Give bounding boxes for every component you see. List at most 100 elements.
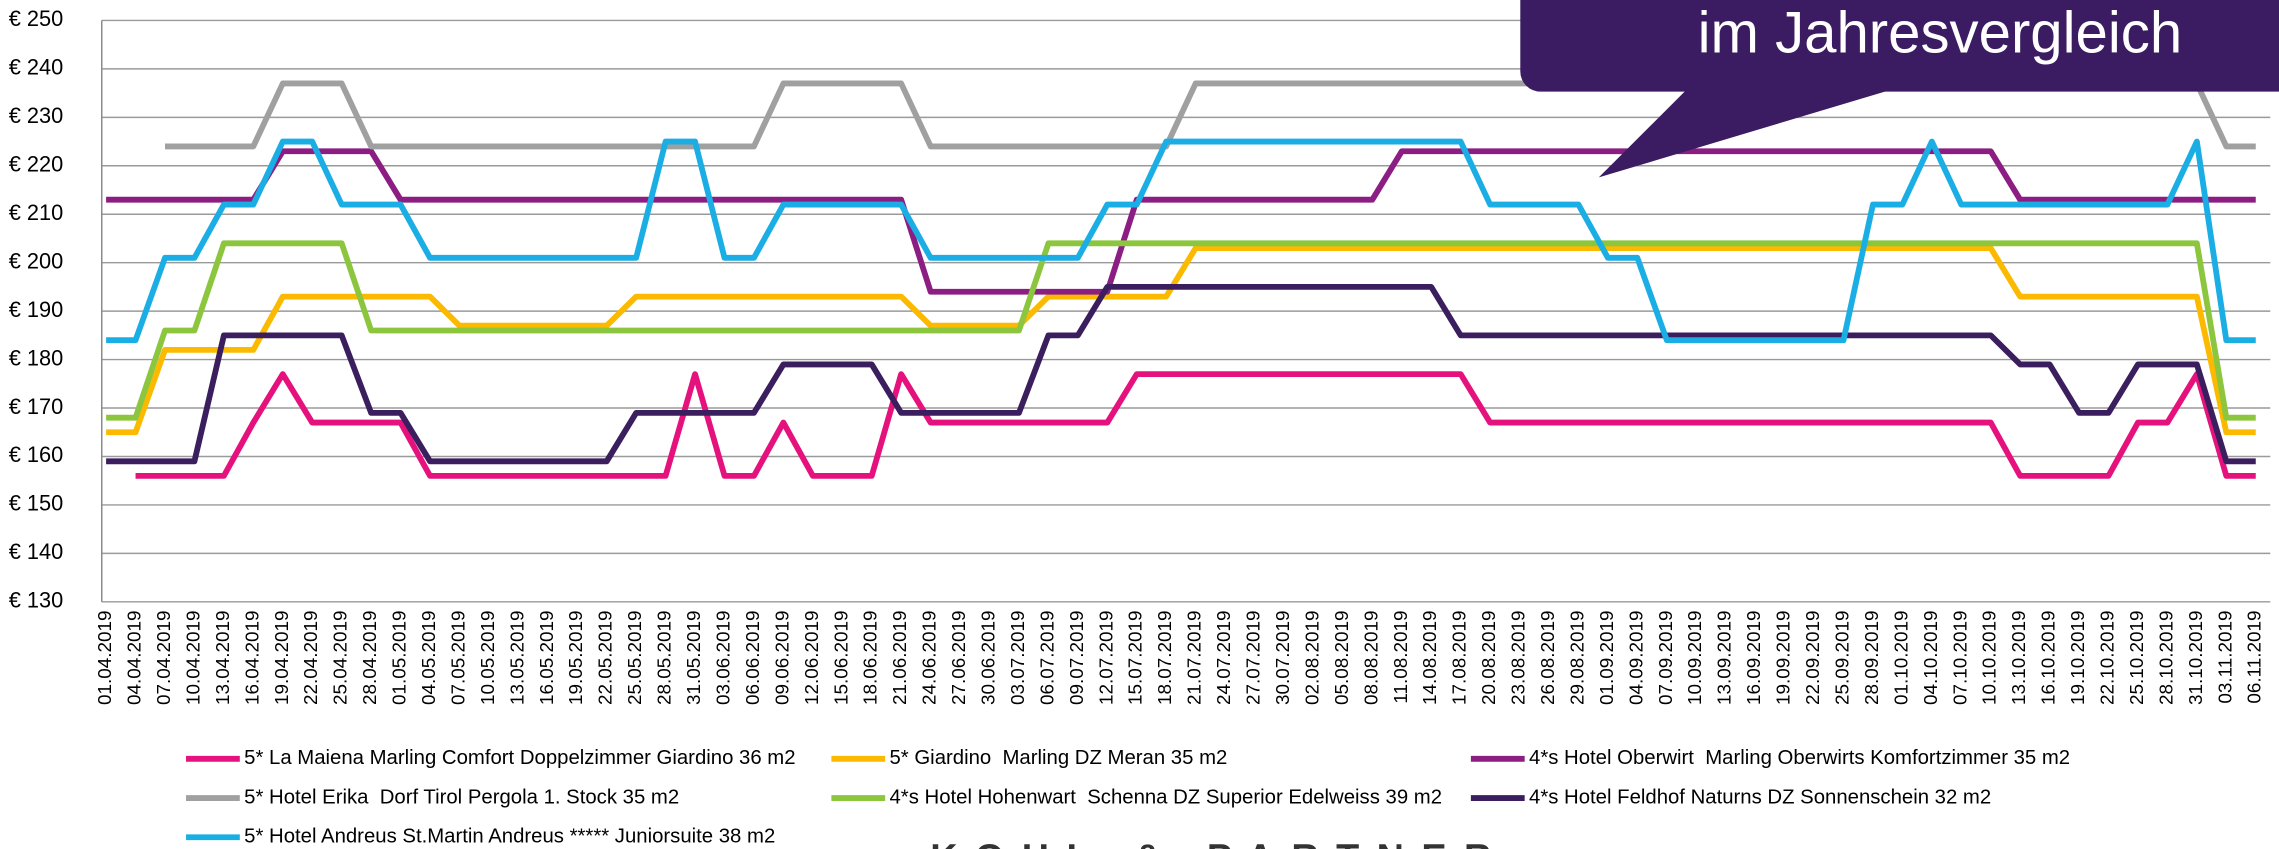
x-tick-label: 25.10.2019 (2127, 611, 2148, 705)
x-tick-label: 06.07.2019 (1037, 611, 1058, 705)
x-tick-label: 03.06.2019 (713, 611, 734, 705)
legend-label: 5* Hotel Erika Dorf Tirol Pergola 1. Sto… (244, 786, 679, 808)
x-tick-label: 03.11.2019 (2215, 611, 2236, 704)
legend-label: 4*s Hotel Hohenwart Schenna DZ Superior … (890, 786, 1443, 808)
series-line (106, 245, 2256, 436)
x-tick-label: 28.05.2019 (655, 611, 676, 705)
x-tick-label: 19.10.2019 (2068, 611, 2089, 705)
x-tick-label: 01.10.2019 (1891, 611, 1912, 705)
legend-label: 5* Giardino Marling DZ Meran 35 m2 (890, 747, 1228, 769)
x-tick-label: 24.07.2019 (1214, 611, 1235, 705)
x-tick-label: 22.04.2019 (301, 611, 322, 705)
x-tick-label: 28.09.2019 (1862, 611, 1883, 705)
x-tick-label: 13.04.2019 (213, 611, 234, 705)
x-tick-label: 04.05.2019 (419, 611, 440, 705)
x-tick-label: 12.06.2019 (802, 611, 823, 705)
y-tick-label: € 200 (9, 248, 64, 273)
x-tick-label: 13.09.2019 (1715, 611, 1736, 705)
x-tick-label: 17.08.2019 (1450, 611, 1471, 705)
x-tick-label: 02.08.2019 (1302, 611, 1323, 705)
x-tick-label: 16.09.2019 (1744, 611, 1765, 705)
x-tick-label: 28.04.2019 (360, 611, 381, 705)
y-tick-label: € 160 (9, 442, 64, 467)
x-tick-label: 16.05.2019 (537, 611, 558, 705)
x-tick-label: 18.06.2019 (861, 611, 882, 705)
x-tick-label: 13.05.2019 (507, 611, 528, 705)
x-tick-label: 31.10.2019 (2186, 611, 2207, 705)
callout-box (1520, 0, 2279, 92)
x-tick-label: 26.08.2019 (1538, 611, 1559, 705)
x-tick-label: 07.04.2019 (154, 611, 175, 705)
series-lines (106, 80, 2256, 479)
callout-pointer (1598, 90, 1890, 178)
x-tick-label: 03.07.2019 (1008, 611, 1029, 705)
y-tick-label: € 140 (9, 539, 64, 564)
x-tick-label: 06.11.2019 (2245, 611, 2266, 704)
y-tick-label: € 250 (9, 6, 64, 31)
legend-label: 4*s Hotel Feldhof Naturns DZ Sonnenschei… (1529, 786, 1991, 808)
legend-label: 5* La Maiena Marling Comfort Doppelzimme… (244, 747, 795, 769)
x-tick-label: 09.07.2019 (1067, 611, 1088, 705)
x-tick-label: 29.08.2019 (1567, 611, 1588, 705)
y-tick-label: € 230 (9, 103, 64, 128)
x-tick-label: 21.06.2019 (890, 611, 911, 705)
x-tick-label: 08.08.2019 (1361, 611, 1382, 705)
x-tick-label: 20.08.2019 (1479, 611, 1500, 705)
x-tick-label: 10.04.2019 (183, 611, 204, 705)
x-tick-label: 10.10.2019 (1980, 611, 2001, 705)
x-tick-label: 22.09.2019 (1803, 611, 1824, 705)
x-tick-label: 01.04.2019 (95, 611, 116, 705)
x-tick-label: 27.06.2019 (949, 611, 970, 705)
x-tick-label: 30.06.2019 (979, 611, 1000, 705)
x-tick-label: 07.09.2019 (1656, 611, 1677, 705)
y-tick-label: € 190 (9, 297, 64, 322)
x-tick-label: 12.07.2019 (1096, 611, 1117, 705)
series-line (106, 240, 2256, 421)
logo: KOHL & PARTNER (930, 838, 1508, 849)
x-tick-label: 30.07.2019 (1273, 611, 1294, 705)
y-tick-label: € 180 (9, 345, 64, 370)
x-tick-label: 24.06.2019 (920, 611, 941, 705)
x-tick-label: 15.07.2019 (1126, 611, 1147, 705)
x-tick-label: 04.09.2019 (1626, 611, 1647, 705)
series-line (135, 371, 2256, 479)
x-tick-label: 25.09.2019 (1832, 611, 1853, 705)
y-tick-label: € 210 (9, 200, 64, 225)
series-line (106, 138, 2256, 344)
x-tick-label: 23.08.2019 (1509, 611, 1530, 705)
x-tick-label: 28.10.2019 (2156, 611, 2177, 705)
callout-text: im Jahresvergleich (1698, 0, 2183, 65)
y-tick-label: € 170 (9, 394, 64, 419)
series-line (106, 148, 2256, 295)
y-tick-label: € 220 (9, 152, 64, 177)
x-tick-label: 25.04.2019 (331, 611, 352, 705)
legend: 5* La Maiena Marling Comfort Doppelzimme… (186, 747, 2070, 848)
x-tick-label: 04.10.2019 (1921, 611, 1942, 705)
x-tick-label: 19.09.2019 (1774, 611, 1795, 705)
y-tick-label: € 150 (9, 491, 64, 516)
x-tick-label: 04.04.2019 (125, 611, 146, 705)
x-tick-label: 11.08.2019 (1391, 611, 1412, 704)
x-tick-label: 19.05.2019 (566, 611, 587, 705)
y-tick-label: € 130 (9, 588, 64, 613)
x-tick-label: 22.05.2019 (596, 611, 617, 705)
x-tick-labels: 01.04.2019 04.04.2019 07.04.2019 10.04.2019… (95, 611, 2266, 705)
x-tick-label: 10.09.2019 (1685, 611, 1706, 705)
x-tick-label: 16.10.2019 (2039, 611, 2060, 705)
x-tick-label: 31.05.2019 (684, 611, 705, 705)
x-tick-label: 13.10.2019 (2009, 611, 2030, 705)
x-tick-label: 01.05.2019 (390, 611, 411, 705)
x-tick-label: 09.06.2019 (772, 611, 793, 705)
y-tick-label: € 240 (9, 55, 64, 80)
series-line (106, 283, 2256, 465)
legend-label: 5* Hotel Andreus St.Martin Andreus *****… (244, 826, 775, 848)
x-tick-label: 19.04.2019 (272, 611, 293, 705)
x-tick-label: 07.05.2019 (448, 611, 469, 705)
x-tick-label: 06.06.2019 (743, 611, 764, 705)
x-tick-label: 27.07.2019 (1244, 611, 1265, 705)
x-tick-label: 14.08.2019 (1420, 611, 1441, 705)
x-tick-label: 05.08.2019 (1332, 611, 1353, 705)
x-tick-label: 07.10.2019 (1950, 611, 1971, 705)
x-tick-label: 16.04.2019 (242, 611, 263, 705)
